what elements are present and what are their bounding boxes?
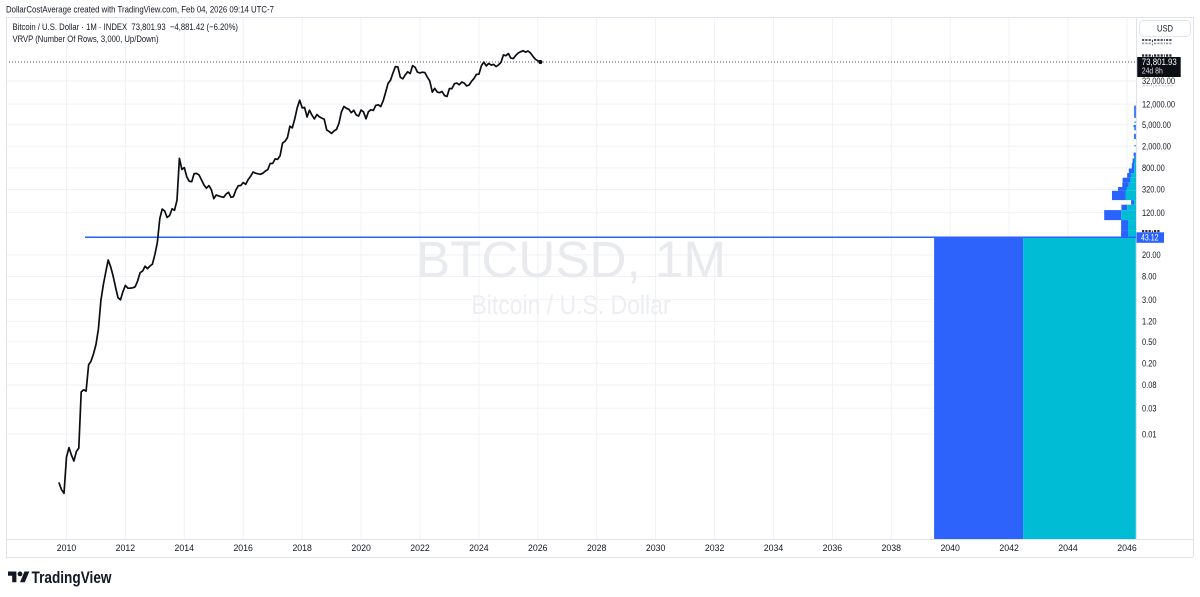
svg-text:2010: 2010 bbox=[57, 543, 77, 553]
svg-text:3.00: 3.00 bbox=[1142, 295, 1157, 305]
svg-text:2024: 2024 bbox=[469, 543, 489, 553]
svg-text:73,801.93: 73,801.93 bbox=[1142, 57, 1177, 67]
svg-text:Bitcoin / U.S. Dollar: Bitcoin / U.S. Dollar bbox=[472, 290, 671, 320]
svg-text:20.00: 20.00 bbox=[1142, 250, 1161, 260]
svg-text:0.08: 0.08 bbox=[1142, 380, 1157, 390]
svg-text:2032: 2032 bbox=[705, 543, 725, 553]
svg-text:0.50: 0.50 bbox=[1142, 337, 1157, 347]
svg-text:120.00: 120.00 bbox=[1142, 208, 1165, 218]
svg-text:2038: 2038 bbox=[882, 543, 902, 553]
svg-text:2040: 2040 bbox=[940, 543, 960, 553]
svg-text:2,000.00: 2,000.00 bbox=[1142, 142, 1171, 152]
svg-text:2020: 2020 bbox=[351, 543, 371, 553]
svg-text:DollarCostAverage created with: DollarCostAverage created with TradingVi… bbox=[6, 5, 274, 16]
svg-text:2012: 2012 bbox=[116, 543, 136, 553]
svg-text:8.00: 8.00 bbox=[1142, 272, 1157, 282]
svg-text:0.03: 0.03 bbox=[1142, 403, 1157, 413]
svg-text:43.12: 43.12 bbox=[1141, 232, 1159, 242]
svg-text:2042: 2042 bbox=[999, 543, 1019, 553]
svg-text:0.01: 0.01 bbox=[1142, 429, 1157, 439]
svg-text:1.20: 1.20 bbox=[1142, 316, 1157, 326]
svg-text:32,000.00: 32,000.00 bbox=[1142, 76, 1175, 86]
svg-text:2018: 2018 bbox=[292, 543, 312, 553]
svg-text:5,000.00: 5,000.00 bbox=[1142, 120, 1171, 130]
svg-text:2026: 2026 bbox=[528, 543, 548, 553]
svg-text:Bitcoin / U.S. Dollar · 1M · I: Bitcoin / U.S. Dollar · 1M · INDEX 73,80… bbox=[13, 22, 239, 33]
svg-text:2046: 2046 bbox=[1117, 543, 1137, 553]
svg-text:2016: 2016 bbox=[233, 543, 253, 553]
svg-text:2044: 2044 bbox=[1058, 543, 1078, 553]
svg-text:320.00: 320.00 bbox=[1142, 185, 1165, 195]
svg-text:2036: 2036 bbox=[823, 543, 843, 553]
svg-text:BTCUSD, 1M: BTCUSD, 1M bbox=[416, 231, 726, 288]
svg-text:2014: 2014 bbox=[175, 543, 195, 553]
svg-text:TradingView: TradingView bbox=[32, 569, 112, 587]
svg-text:2034: 2034 bbox=[764, 543, 784, 553]
svg-text:USD: USD bbox=[1157, 24, 1173, 34]
svg-text:2030: 2030 bbox=[646, 543, 666, 553]
svg-text:12,000.00: 12,000.00 bbox=[1142, 99, 1175, 109]
svg-text:0.20: 0.20 bbox=[1142, 359, 1157, 369]
svg-text:24d 8h: 24d 8h bbox=[1142, 67, 1163, 76]
svg-text:800.00: 800.00 bbox=[1142, 163, 1165, 173]
svg-text:2022: 2022 bbox=[410, 543, 430, 553]
svg-text:2028: 2028 bbox=[587, 543, 607, 553]
svg-text:VRVP (Number Of Rows, 3,000, U: VRVP (Number Of Rows, 3,000, Up/Down) bbox=[13, 34, 159, 45]
